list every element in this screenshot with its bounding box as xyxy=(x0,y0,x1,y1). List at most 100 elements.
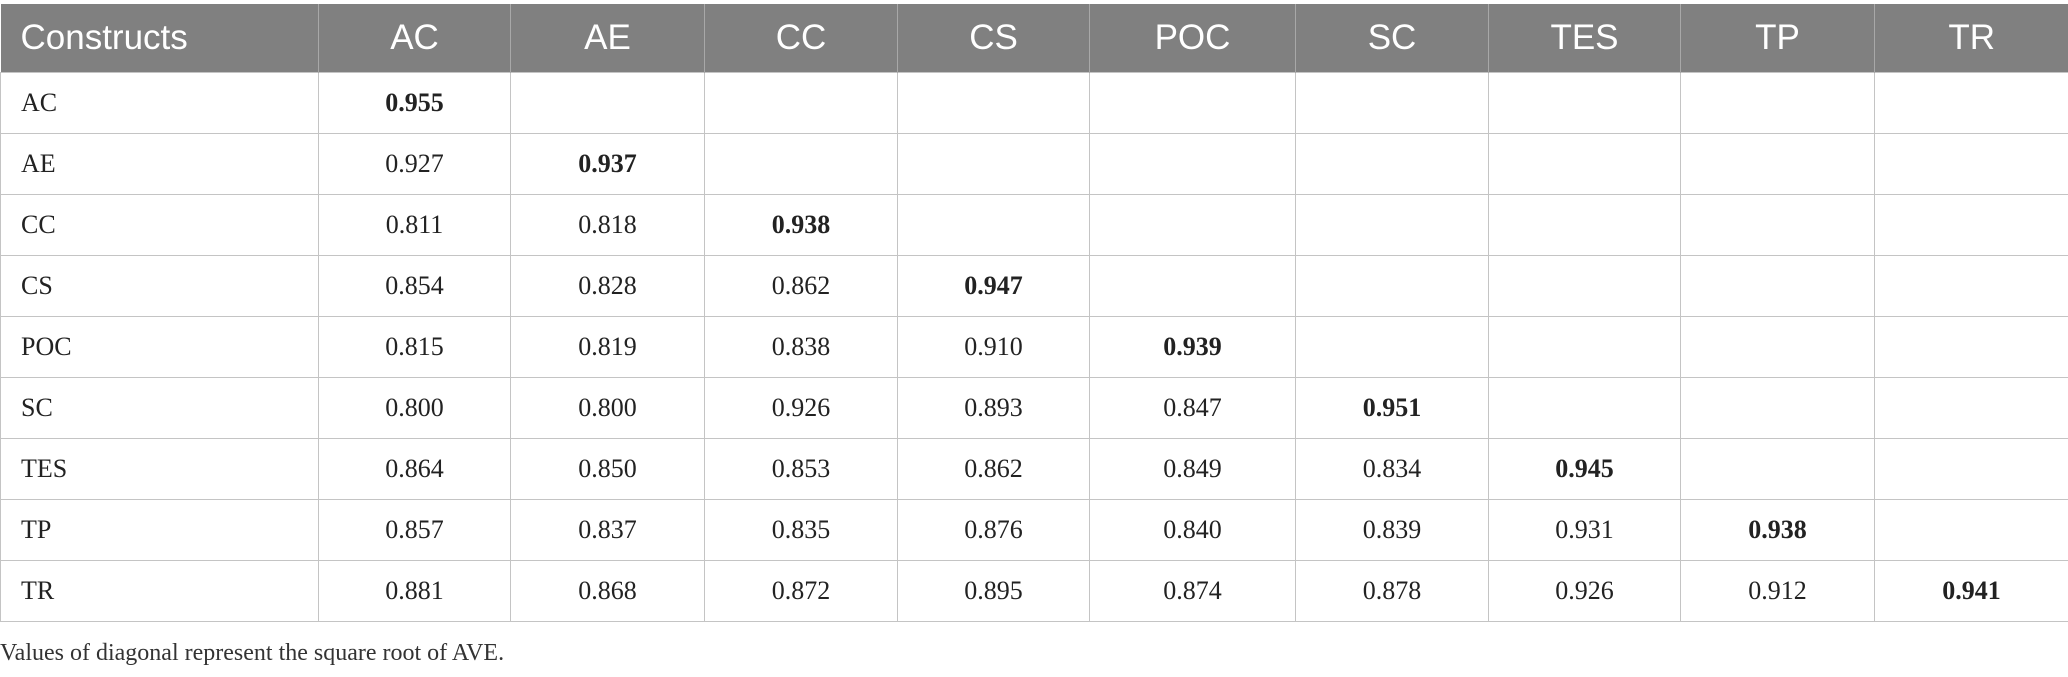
cell: 0.881 xyxy=(318,560,511,622)
cell: 0.850 xyxy=(510,438,705,500)
row-label: TP xyxy=(0,499,319,561)
table-row: TES 0.864 0.850 0.853 0.862 0.849 0.834 0.945 xyxy=(0,438,2068,500)
empty-cell xyxy=(1680,377,1875,439)
table-row: AE 0.927 0.937 xyxy=(0,133,2068,195)
cell: 0.926 xyxy=(1488,560,1681,622)
empty-cell xyxy=(1680,133,1875,195)
empty-cell xyxy=(897,72,1090,134)
empty-cell xyxy=(1488,316,1681,378)
cell: 0.838 xyxy=(704,316,898,378)
correlation-table: Constructs AC AE CC CS POC SC TES TP TR AC 0.955 AE… xyxy=(0,4,2068,622)
cell: 0.847 xyxy=(1089,377,1296,439)
cell: 0.872 xyxy=(704,560,898,622)
empty-cell xyxy=(704,133,898,195)
empty-cell xyxy=(897,133,1090,195)
row-label: AC xyxy=(0,72,319,134)
empty-cell xyxy=(1874,377,2068,439)
cell: 0.862 xyxy=(897,438,1090,500)
empty-cell xyxy=(1680,72,1875,134)
empty-cell xyxy=(1874,194,2068,256)
cell: 0.927 xyxy=(318,133,511,195)
cell: 0.951 xyxy=(1295,377,1489,439)
cell: 0.834 xyxy=(1295,438,1489,500)
cell: 0.862 xyxy=(704,255,898,317)
empty-cell xyxy=(1680,255,1875,317)
cell: 0.945 xyxy=(1488,438,1681,500)
cell: 0.926 xyxy=(704,377,898,439)
cell: 0.819 xyxy=(510,316,705,378)
cell: 0.815 xyxy=(318,316,511,378)
empty-cell xyxy=(510,72,705,134)
table-row: AC 0.955 xyxy=(0,72,2068,134)
column-header: AE xyxy=(510,4,705,73)
cell: 0.876 xyxy=(897,499,1090,561)
empty-cell xyxy=(1295,255,1489,317)
cell: 0.800 xyxy=(510,377,705,439)
table-row: POC 0.815 0.819 0.838 0.910 0.939 xyxy=(0,316,2068,378)
empty-cell xyxy=(1680,438,1875,500)
empty-cell xyxy=(1089,194,1296,256)
cell: 0.938 xyxy=(704,194,898,256)
row-label: TES xyxy=(0,438,319,500)
empty-cell xyxy=(1295,194,1489,256)
cell: 0.828 xyxy=(510,255,705,317)
cell: 0.849 xyxy=(1089,438,1296,500)
column-header: SC xyxy=(1295,4,1489,73)
cell: 0.840 xyxy=(1089,499,1296,561)
empty-cell xyxy=(1089,133,1296,195)
column-header: AC xyxy=(318,4,511,73)
cell: 0.864 xyxy=(318,438,511,500)
empty-cell xyxy=(1488,377,1681,439)
empty-cell xyxy=(1089,72,1296,134)
empty-cell xyxy=(1874,438,2068,500)
cell: 0.939 xyxy=(1089,316,1296,378)
cell: 0.947 xyxy=(897,255,1090,317)
empty-cell xyxy=(1680,194,1875,256)
empty-cell xyxy=(1488,133,1681,195)
table-row: TR 0.881 0.868 0.872 0.895 0.874 0.878 0.926 0.9… xyxy=(0,560,2068,622)
cell: 0.910 xyxy=(897,316,1090,378)
row-label: CC xyxy=(0,194,319,256)
cell: 0.938 xyxy=(1680,499,1875,561)
empty-cell xyxy=(1488,255,1681,317)
empty-cell xyxy=(1874,133,2068,195)
footnote: Values of diagonal represent the square … xyxy=(0,640,505,666)
cell: 0.955 xyxy=(318,72,511,134)
empty-cell xyxy=(704,72,898,134)
cell: 0.874 xyxy=(1089,560,1296,622)
empty-cell xyxy=(1295,133,1489,195)
column-header: CS xyxy=(897,4,1090,73)
column-header: TR xyxy=(1874,4,2068,73)
empty-cell xyxy=(1874,72,2068,134)
table-row: SC 0.800 0.800 0.926 0.893 0.847 0.951 xyxy=(0,377,2068,439)
cell: 0.868 xyxy=(510,560,705,622)
empty-cell xyxy=(1488,194,1681,256)
empty-cell xyxy=(897,194,1090,256)
row-label: SC xyxy=(0,377,319,439)
empty-cell xyxy=(1874,255,2068,317)
column-header: TES xyxy=(1488,4,1681,73)
table-body: AC 0.955 AE 0.927 0.937 CC 0.811 0.818 0.938 CS 0.… xyxy=(0,72,2068,622)
row-label: POC xyxy=(0,316,319,378)
table-row: CS 0.854 0.828 0.862 0.947 xyxy=(0,255,2068,317)
cell: 0.853 xyxy=(704,438,898,500)
cell: 0.912 xyxy=(1680,560,1875,622)
cell: 0.878 xyxy=(1295,560,1489,622)
column-header: Constructs xyxy=(0,4,319,73)
cell: 0.931 xyxy=(1488,499,1681,561)
cell: 0.839 xyxy=(1295,499,1489,561)
empty-cell xyxy=(1295,72,1489,134)
empty-cell xyxy=(1488,72,1681,134)
column-header: TP xyxy=(1680,4,1875,73)
cell: 0.895 xyxy=(897,560,1090,622)
empty-cell xyxy=(1089,255,1296,317)
empty-cell xyxy=(1680,316,1875,378)
cell: 0.837 xyxy=(510,499,705,561)
cell: 0.941 xyxy=(1874,560,2068,622)
cell: 0.937 xyxy=(510,133,705,195)
cell: 0.818 xyxy=(510,194,705,256)
column-header: CC xyxy=(704,4,898,73)
empty-cell xyxy=(1874,499,2068,561)
cell: 0.893 xyxy=(897,377,1090,439)
